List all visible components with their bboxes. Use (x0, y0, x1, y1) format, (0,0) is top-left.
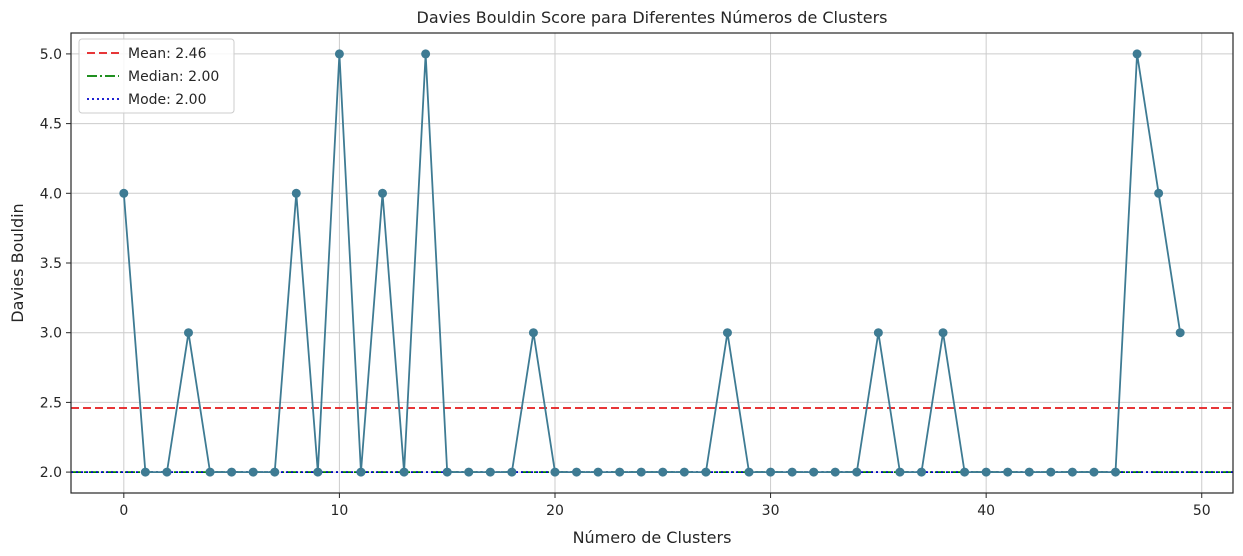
data-point (809, 467, 819, 477)
y-tick-label: 2.0 (40, 465, 62, 481)
data-point (205, 467, 215, 477)
y-tick-label: 4.5 (40, 117, 62, 133)
data-point (270, 467, 280, 477)
data-point (140, 467, 150, 477)
data-point (1003, 467, 1013, 477)
legend-median-label: Median: 2.00 (128, 69, 219, 85)
data-point (485, 467, 495, 477)
y-tick-label: 3.5 (40, 256, 62, 272)
data-point (981, 467, 991, 477)
y-axis-label: Davies Bouldin (8, 203, 27, 322)
data-point (593, 467, 603, 477)
data-point (183, 328, 193, 338)
data-point (442, 467, 452, 477)
data-point (1111, 467, 1121, 477)
y-tick-label: 3.0 (40, 326, 62, 342)
legend: Mean: 2.46 Median: 2.00 Mode: 2.00 (78, 38, 235, 114)
data-point (507, 467, 517, 477)
x-ticks: 0 10 20 30 40 50 (119, 493, 1211, 519)
data-point (701, 467, 711, 477)
x-tick-label: 10 (330, 503, 348, 519)
data-point (356, 467, 366, 477)
data-point (1067, 467, 1077, 477)
data-point (313, 467, 323, 477)
data-point (1046, 467, 1056, 477)
data-point (852, 467, 862, 477)
data-point (550, 467, 560, 477)
data-point (1154, 188, 1164, 198)
data-point (766, 467, 776, 477)
data-point (916, 467, 926, 477)
data-point (679, 467, 689, 477)
y-ticks: 2.0 2.5 3.0 3.5 4.0 4.5 5.0 (40, 47, 71, 481)
x-tick-label: 20 (546, 503, 564, 519)
data-point (162, 467, 172, 477)
data-point (1089, 467, 1099, 477)
data-point (722, 328, 732, 338)
data-point (830, 467, 840, 477)
data-point (464, 467, 474, 477)
data-point (528, 328, 538, 338)
x-tick-label: 40 (977, 503, 995, 519)
x-tick-label: 30 (762, 503, 780, 519)
legend-box (78, 38, 235, 114)
data-point (744, 467, 754, 477)
x-axis-label: Número de Clusters (573, 528, 732, 547)
y-tick-label: 2.5 (40, 395, 62, 411)
data-point (334, 49, 344, 59)
x-tick-label: 0 (119, 503, 128, 519)
legend-mode-label: Mode: 2.00 (128, 92, 206, 108)
data-point (572, 467, 582, 477)
data-point (938, 328, 948, 338)
x-tick-label: 50 (1193, 503, 1211, 519)
data-point (248, 467, 258, 477)
data-point (1132, 49, 1142, 59)
y-tick-label: 4.0 (40, 186, 62, 202)
data-point (227, 467, 237, 477)
data-point (615, 467, 625, 477)
data-point (421, 49, 431, 59)
chart-title: Davies Bouldin Score para Diferentes Núm… (417, 8, 888, 27)
data-point (636, 467, 646, 477)
data-point (399, 467, 409, 477)
data-point (787, 467, 797, 477)
data-point (1024, 467, 1034, 477)
data-point (658, 467, 668, 477)
legend-mean-label: Mean: 2.46 (128, 46, 207, 62)
data-series (119, 49, 1185, 477)
data-point (378, 188, 388, 198)
data-point (895, 467, 905, 477)
data-point (1175, 328, 1185, 338)
y-tick-label: 5.0 (40, 47, 62, 63)
data-point (873, 328, 883, 338)
data-point (960, 467, 970, 477)
data-point (119, 188, 129, 198)
data-point (291, 188, 301, 198)
